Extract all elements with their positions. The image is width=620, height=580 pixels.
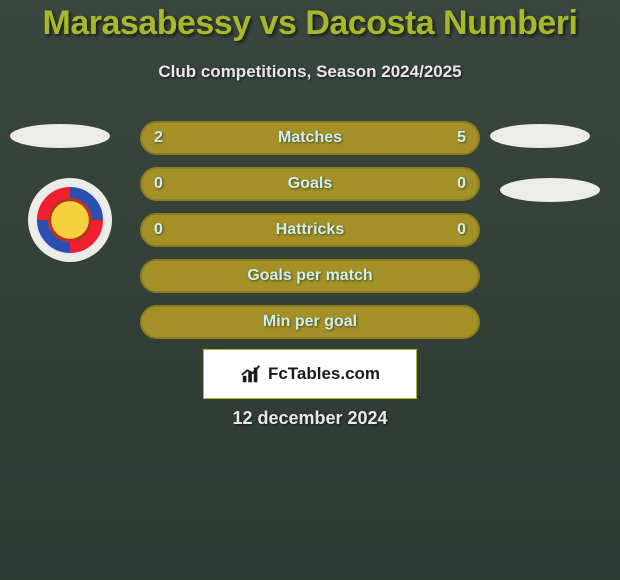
- subtitle: Club competitions, Season 2024/2025: [0, 62, 620, 82]
- date-text: 12 december 2024: [0, 408, 620, 429]
- stat-left-value: 0: [154, 175, 163, 193]
- stat-row-min-per-goal: Min per goal: [140, 305, 480, 339]
- branding-box: FcTables.com: [203, 349, 417, 399]
- club-left-badge-wrap: [28, 178, 112, 262]
- stat-rows: 2 Matches 5 0 Goals 0 0 Hattricks 0 Goal…: [140, 121, 480, 351]
- player-left-silhouette: [10, 124, 110, 148]
- stat-row-goals: 0 Goals 0: [140, 167, 480, 201]
- page-title: Marasabessy vs Dacosta Numberi: [0, 4, 620, 43]
- stat-row-hattricks: 0 Hattricks 0: [140, 213, 480, 247]
- stat-row-matches: 2 Matches 5: [140, 121, 480, 155]
- stat-label: Goals: [288, 175, 332, 193]
- comparison-card: Marasabessy vs Dacosta Numberi Club comp…: [0, 0, 620, 580]
- stat-right-value: 5: [457, 129, 466, 147]
- club-right-silhouette: [500, 178, 600, 202]
- stat-right-value: 0: [457, 221, 466, 239]
- stat-label: Goals per match: [247, 267, 372, 285]
- stat-right-value: 0: [457, 175, 466, 193]
- branding-text: FcTables.com: [268, 364, 380, 384]
- stat-left-value: 0: [154, 221, 163, 239]
- club-badge-icon: [35, 185, 105, 255]
- stat-label: Hattricks: [276, 221, 344, 239]
- bar-chart-icon: [240, 363, 262, 385]
- stat-label: Matches: [278, 129, 342, 147]
- stat-label: Min per goal: [263, 313, 357, 331]
- stat-row-goals-per-match: Goals per match: [140, 259, 480, 293]
- stat-left-value: 2: [154, 129, 163, 147]
- player-right-silhouette: [490, 124, 590, 148]
